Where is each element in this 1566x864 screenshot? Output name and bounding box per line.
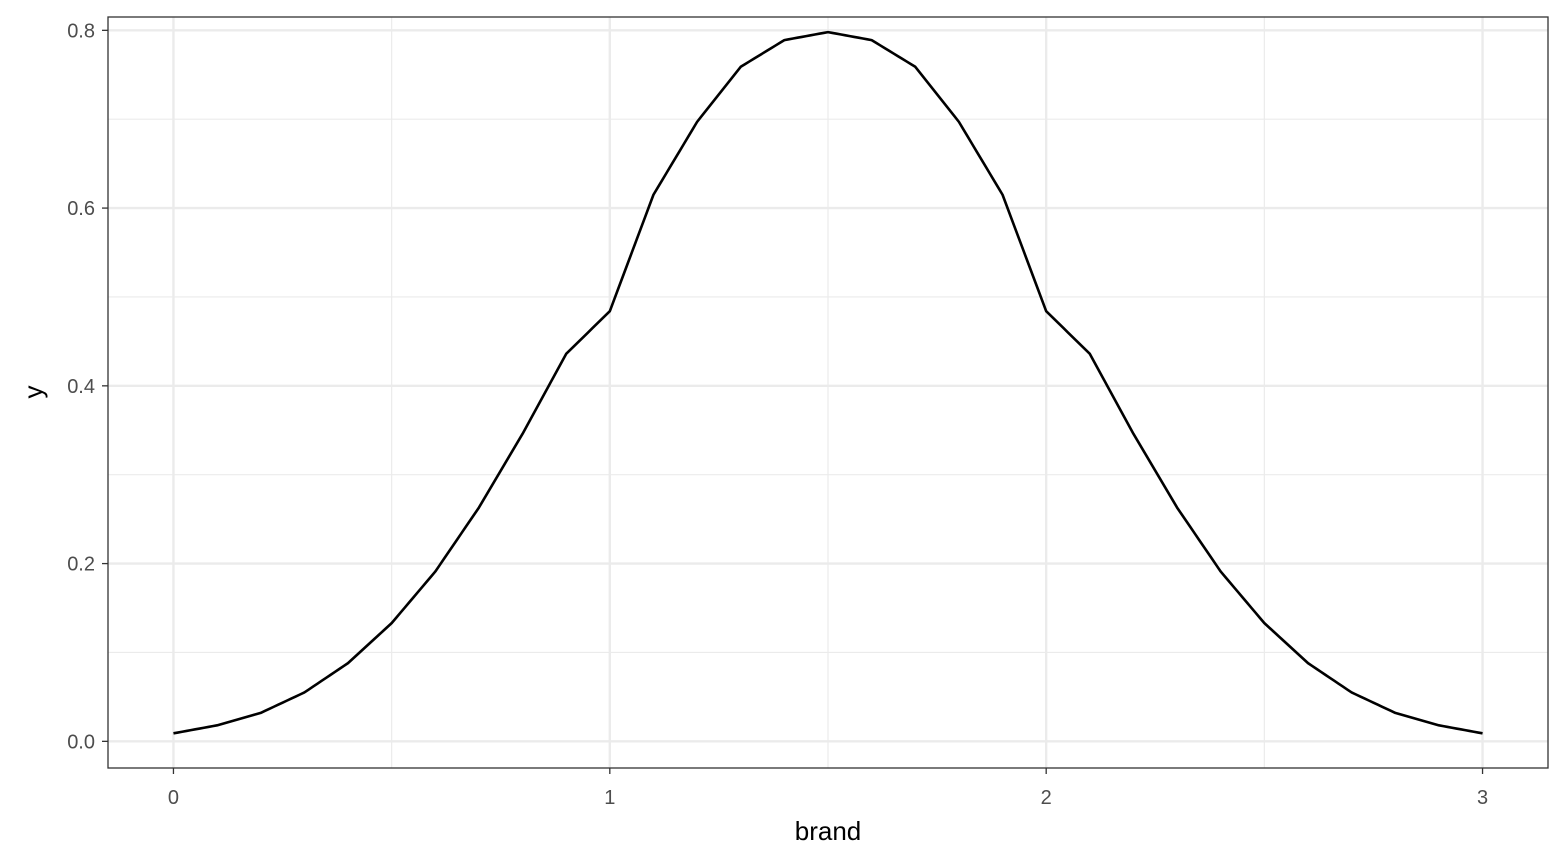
y-tick-label: 0.2 [67, 554, 95, 576]
y-tick-label: 0.0 [67, 731, 95, 753]
y-tick-label: 0.4 [67, 376, 95, 398]
x-tick-label: 1 [604, 787, 615, 809]
x-tick-label: 0 [168, 787, 179, 809]
y-tick-label: 0.8 [67, 20, 95, 42]
series-layer [173, 30, 1483, 735]
major-grid [108, 17, 1548, 768]
x-axis-title: brand [795, 816, 862, 846]
x-tick-label: 2 [1041, 787, 1052, 809]
y-axis-title: y [18, 386, 48, 399]
y-axis: 0.0 0.2 0.4 0.6 0.8 [67, 20, 108, 753]
x-tick-label: 3 [1477, 787, 1488, 809]
minor-grid [108, 17, 1548, 768]
series-line [173, 30, 1483, 735]
plot-border [107, 16, 1549, 769]
y-tick-label: 0.6 [67, 198, 95, 220]
x-axis: 0 1 2 3 [168, 768, 1488, 809]
